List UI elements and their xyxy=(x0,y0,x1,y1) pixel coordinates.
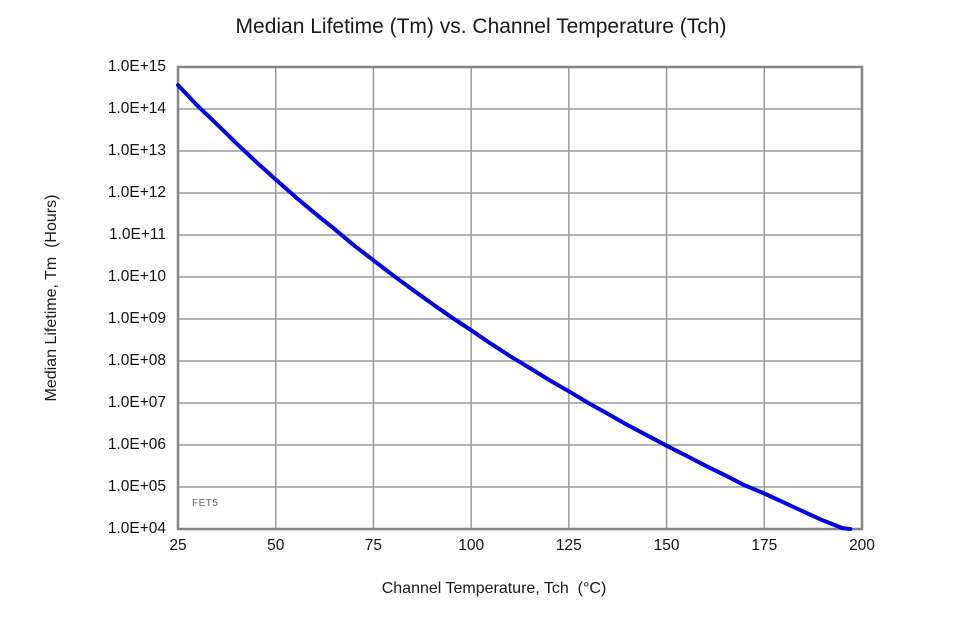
y-tick-label: 1.0E+06 xyxy=(107,436,166,453)
x-tick-label: 25 xyxy=(169,537,187,554)
y-tick-label: 1.0E+14 xyxy=(107,100,166,117)
x-tick-label: 50 xyxy=(267,537,285,554)
x-tick-label: 175 xyxy=(751,537,778,554)
x-tick-label: 125 xyxy=(555,537,582,554)
x-tick-label: 150 xyxy=(653,537,680,554)
y-tick-label: 1.0E+13 xyxy=(107,142,166,159)
y-tick-label: 1.0E+12 xyxy=(107,184,166,201)
y-tick-label: 1.0E+10 xyxy=(107,268,166,285)
x-tick-label: 75 xyxy=(364,537,383,554)
y-tick-label: 1.0E+04 xyxy=(107,520,166,537)
y-tick-label: 1.0E+09 xyxy=(107,310,166,327)
x-tick-label: 200 xyxy=(849,537,875,554)
lifetime-curve xyxy=(176,83,853,531)
y-tick-label: 1.0E+11 xyxy=(108,226,166,243)
chart-title: Median Lifetime (Tm) vs. Channel Tempera… xyxy=(235,15,727,38)
y-tick-label: 1.0E+07 xyxy=(107,394,166,411)
y-tick-label: 1.0E+08 xyxy=(107,352,166,369)
x-axis-title: Channel Temperature, Tch (°C) xyxy=(381,580,607,597)
series-annotation-label: FET5 xyxy=(192,498,219,509)
y-tick-label: 1.0E+15 xyxy=(107,58,166,75)
plot-border xyxy=(176,65,864,531)
y-tick-label: 1.0E+05 xyxy=(107,478,166,495)
x-tick-label: 100 xyxy=(458,537,485,554)
